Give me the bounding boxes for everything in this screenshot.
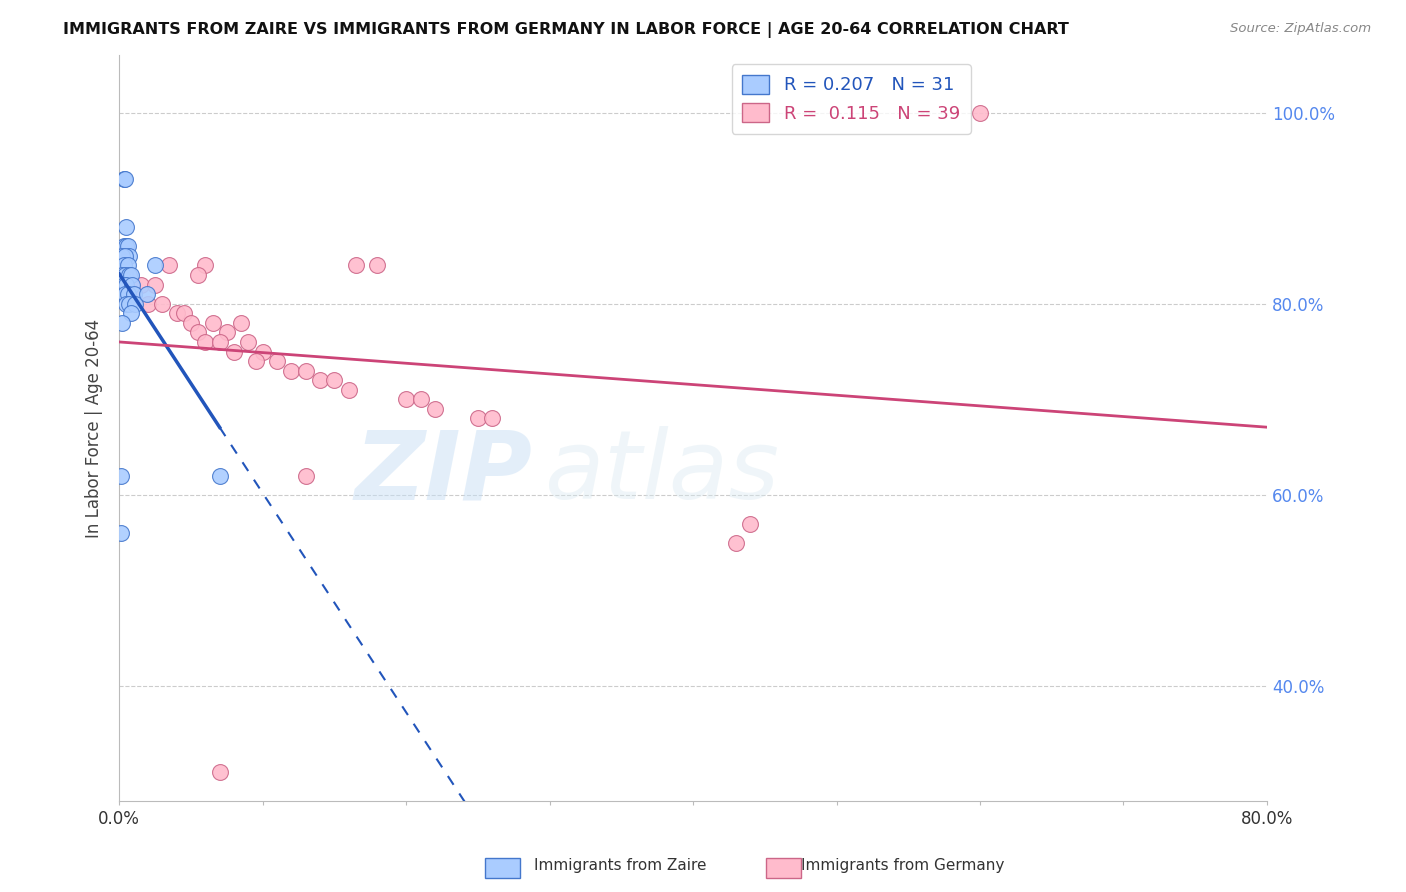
Point — [323, 373, 346, 387]
Point — [231, 316, 253, 330]
Point — [118, 297, 141, 311]
Point — [117, 259, 139, 273]
Text: atlas: atlas — [544, 426, 779, 519]
Point — [114, 249, 136, 263]
Point — [208, 765, 231, 780]
Text: Source: ZipAtlas.com: Source: ZipAtlas.com — [1230, 22, 1371, 36]
Point — [118, 268, 141, 282]
Point — [208, 468, 231, 483]
Point — [166, 306, 188, 320]
Point — [135, 287, 157, 301]
Point — [201, 316, 224, 330]
Point — [266, 354, 288, 368]
Point — [110, 526, 132, 541]
Point — [187, 326, 209, 340]
Point — [337, 383, 360, 397]
Point — [423, 401, 446, 416]
Point — [280, 364, 302, 378]
Point — [114, 172, 136, 186]
Point — [208, 334, 231, 349]
Point — [187, 268, 209, 282]
Point — [238, 334, 260, 349]
Point — [143, 259, 166, 273]
Point — [252, 344, 274, 359]
Y-axis label: In Labor Force | Age 20-64: In Labor Force | Age 20-64 — [86, 318, 103, 538]
Text: Immigrants from Germany: Immigrants from Germany — [801, 858, 1005, 872]
Point — [110, 468, 132, 483]
Point — [120, 306, 142, 320]
Point — [112, 277, 135, 292]
Point — [969, 105, 991, 120]
Point — [366, 259, 388, 273]
Point — [150, 297, 173, 311]
Point — [122, 287, 145, 301]
Point — [112, 239, 135, 253]
Text: IMMIGRANTS FROM ZAIRE VS IMMIGRANTS FROM GERMANY IN LABOR FORCE | AGE 20-64 CORR: IMMIGRANTS FROM ZAIRE VS IMMIGRANTS FROM… — [63, 22, 1069, 38]
Point — [222, 344, 245, 359]
Point — [180, 316, 202, 330]
Point — [309, 373, 332, 387]
Point — [111, 316, 134, 330]
Point — [136, 297, 159, 311]
Text: Immigrants from Zaire: Immigrants from Zaire — [534, 858, 707, 872]
Point — [294, 468, 316, 483]
Point — [344, 259, 367, 273]
Point — [117, 239, 139, 253]
Point — [120, 268, 142, 282]
Point — [122, 287, 145, 301]
Point — [115, 239, 138, 253]
Point — [294, 364, 316, 378]
Point — [143, 277, 166, 292]
Point — [740, 516, 762, 531]
Point — [194, 259, 217, 273]
Point — [467, 411, 489, 425]
Point — [115, 297, 138, 311]
Point — [215, 326, 238, 340]
Point — [395, 392, 418, 407]
Point — [111, 249, 134, 263]
Point — [114, 287, 136, 301]
Point — [124, 297, 146, 311]
Point — [118, 249, 141, 263]
Point — [117, 287, 139, 301]
Point — [115, 277, 138, 292]
Text: ZIP: ZIP — [354, 426, 533, 519]
Point — [115, 220, 138, 235]
Point — [111, 268, 134, 282]
Point — [481, 411, 503, 425]
Point — [159, 259, 181, 273]
Point — [114, 268, 136, 282]
Point — [121, 277, 143, 292]
Point — [409, 392, 432, 407]
Point — [112, 259, 135, 273]
Point — [173, 306, 195, 320]
Point — [112, 172, 135, 186]
Point — [129, 277, 152, 292]
Point — [245, 354, 267, 368]
Legend: R = 0.207   N = 31, R =  0.115   N = 39: R = 0.207 N = 31, R = 0.115 N = 39 — [731, 64, 972, 134]
Point — [194, 334, 217, 349]
Point — [725, 535, 748, 549]
